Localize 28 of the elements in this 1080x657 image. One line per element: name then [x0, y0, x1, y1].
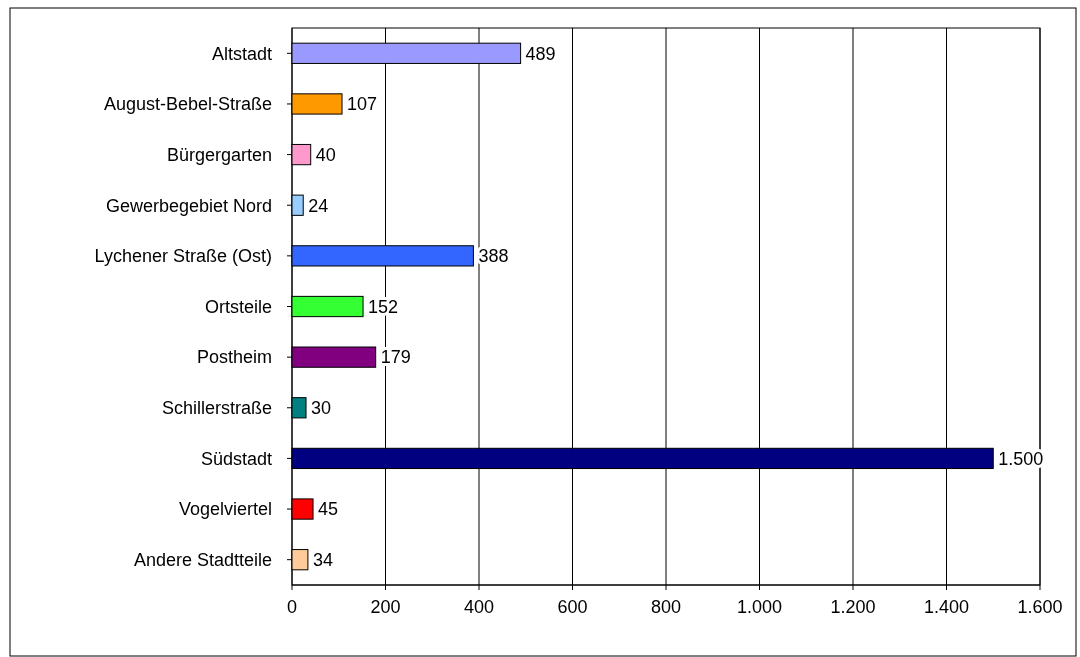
y-tick-label: Bürgergarten [166, 144, 272, 165]
x-tick-label: 1.200 [830, 597, 876, 617]
data-label: 388 [478, 246, 509, 267]
y-tick-label: Altstadt [211, 43, 272, 64]
x-tick-label: 1.400 [923, 597, 970, 617]
y-tick-label: Ortsteile [204, 296, 272, 317]
data-label: 40 [315, 144, 336, 165]
x-tick-label: 0 [286, 597, 298, 617]
y-tick-label: Gewerbegebiet Nord [105, 195, 272, 216]
y-tick-label: Postheim [196, 347, 272, 368]
x-tick-label: 1.600 [1017, 597, 1063, 617]
y-tick-label: Schillerstraße [161, 398, 272, 419]
data-label: 45 [318, 499, 339, 520]
data-label: 107 [347, 94, 378, 115]
data-label: 30 [311, 398, 332, 419]
y-tick-label: Südstadt [200, 448, 272, 469]
data-label: 489 [525, 43, 556, 64]
y-tick-label: Andere Stadtteile [133, 549, 272, 570]
data-label: 24 [308, 195, 329, 216]
x-tick-label: 1.000 [736, 597, 783, 617]
x-tick-label: 400 [463, 597, 495, 617]
x-tick-label: 200 [370, 597, 401, 617]
data-label: 34 [312, 549, 333, 570]
y-tick-label: August-Bebel-Straße [103, 94, 272, 115]
x-tick-label: 800 [650, 597, 682, 617]
x-tick-label: 600 [557, 597, 588, 617]
y-tick-label: Vogelviertel [178, 499, 272, 520]
y-tick-label: Lychener Straße (Ost) [94, 246, 272, 267]
